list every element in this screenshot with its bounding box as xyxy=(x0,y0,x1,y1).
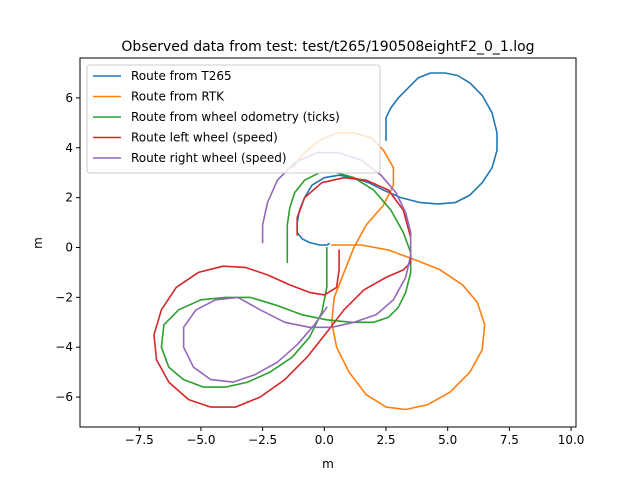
x-tick-label: 2.5 xyxy=(376,433,395,447)
y-axis-label: m xyxy=(31,237,45,249)
x-axis-label: m xyxy=(322,457,334,471)
x-tick-label: 10.0 xyxy=(558,433,585,447)
x-tick-label: −2.5 xyxy=(248,433,277,447)
y-tick-label: −6 xyxy=(55,390,73,404)
series-line-4 xyxy=(153,176,412,408)
x-tick-label: −5.0 xyxy=(186,433,215,447)
y-tick-label: −4 xyxy=(55,340,73,354)
x-axis: −7.5 −5.0 −2.5 0.0 2.5 5.0 7.5 10.0 xyxy=(125,427,585,447)
legend: Route from T265 Route from RTK Route from … xyxy=(86,64,381,174)
x-tick-label: 7.5 xyxy=(500,433,519,447)
legend-label: Route from T265 xyxy=(131,69,232,83)
x-tick-label: 5.0 xyxy=(438,433,457,447)
y-tick-label: 2 xyxy=(65,191,73,205)
y-tick-label: 0 xyxy=(65,240,73,254)
x-tick-label: 0.0 xyxy=(315,433,334,447)
plot-frame xyxy=(79,57,577,428)
y-axis: −6 −4 −2 0 2 4 6 xyxy=(55,91,80,404)
y-tick-label: 6 xyxy=(65,91,73,105)
y-tick-label: 4 xyxy=(65,141,73,155)
y-tick-label: −2 xyxy=(55,290,73,304)
legend-box xyxy=(86,64,381,174)
legend-label: Route left wheel (speed) xyxy=(131,131,278,145)
legend-label: Route from wheel odometry (ticks) xyxy=(131,110,340,124)
x-tick-label: −7.5 xyxy=(125,433,154,447)
legend-label: Route right wheel (speed) xyxy=(131,151,287,165)
chart-title: Observed data from test: test/t265/19050… xyxy=(121,39,534,55)
legend-label: Route from RTK xyxy=(131,90,225,104)
